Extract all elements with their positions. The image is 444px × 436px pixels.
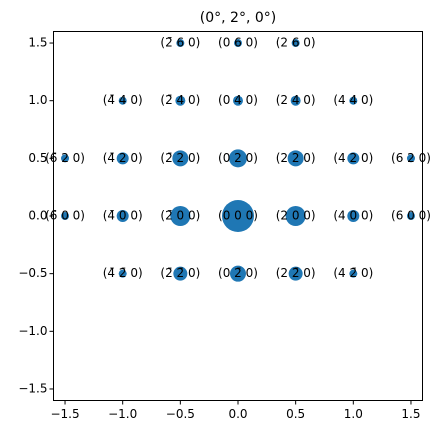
point-label: (4̄ 2̄ 0) bbox=[103, 266, 143, 280]
point bbox=[285, 206, 306, 226]
point bbox=[349, 269, 358, 278]
x-tick-label: −1.5 bbox=[50, 407, 79, 421]
point-label: (2̄ 2̄ 0) bbox=[160, 266, 200, 280]
y-tick-label: 0.0 bbox=[28, 209, 47, 223]
x-tick-label: 0.5 bbox=[286, 407, 305, 421]
y-tick-label: 1.0 bbox=[28, 93, 47, 107]
point-label: (2̄ 6 0) bbox=[160, 36, 200, 50]
x-tick-label: −0.5 bbox=[166, 407, 195, 421]
point-label: (0 2 0) bbox=[218, 151, 258, 165]
point bbox=[230, 265, 246, 282]
point-label: (4 2̄ 0) bbox=[333, 266, 373, 280]
point-label: (2 4 0) bbox=[276, 93, 316, 107]
point-label: (0 4 0) bbox=[218, 93, 258, 107]
y-tick-label: 0.5 bbox=[28, 151, 47, 165]
point-label: (2̄ 2 0) bbox=[160, 151, 200, 165]
point-label: (6̄ 2 0) bbox=[45, 151, 85, 165]
y-tick-label: 1.5 bbox=[28, 36, 47, 50]
point-label: (4̄ 4 0) bbox=[103, 93, 143, 107]
point-label: (6 0 0) bbox=[391, 209, 431, 223]
point bbox=[406, 154, 415, 163]
point bbox=[290, 95, 301, 106]
point bbox=[118, 269, 127, 278]
point bbox=[170, 206, 191, 226]
point bbox=[406, 212, 415, 220]
x-tick-label: 1.5 bbox=[401, 407, 420, 421]
point-label: (2 6 0) bbox=[276, 36, 316, 50]
y-tick-label: −1.0 bbox=[18, 324, 47, 338]
point-label: (4̄ 2 0) bbox=[103, 151, 143, 165]
point-label: (2 0 0) bbox=[276, 209, 316, 223]
y-tick-label: −0.5 bbox=[18, 266, 47, 280]
point bbox=[175, 95, 186, 106]
y-tick-label: −1.5 bbox=[18, 381, 47, 395]
point-label: (6̄ 0 0) bbox=[45, 209, 85, 223]
point bbox=[172, 150, 189, 167]
point bbox=[229, 149, 247, 168]
point bbox=[287, 150, 304, 167]
point bbox=[291, 39, 300, 48]
point-label: (2 2̄ 0) bbox=[276, 266, 316, 280]
point bbox=[234, 39, 242, 48]
point-label: (4 4 0) bbox=[333, 93, 373, 107]
x-tick-label: −1.0 bbox=[108, 407, 137, 421]
point-label: (0 6 0) bbox=[218, 36, 258, 50]
point bbox=[176, 39, 185, 48]
point bbox=[222, 200, 254, 232]
point bbox=[349, 96, 358, 105]
point-label: (4 0 0) bbox=[333, 209, 373, 223]
x-tick-label: 0.0 bbox=[228, 407, 247, 421]
point bbox=[347, 210, 360, 222]
point bbox=[116, 152, 129, 165]
point-label: (4̄ 0 0) bbox=[103, 209, 143, 223]
point bbox=[118, 96, 127, 105]
point bbox=[116, 210, 129, 222]
point-label: (0 2̄ 0) bbox=[218, 266, 258, 280]
point bbox=[173, 266, 188, 281]
point-label: (2 2 0) bbox=[276, 151, 316, 165]
point bbox=[233, 95, 243, 106]
point-label: (0 0 0) bbox=[218, 209, 258, 223]
point bbox=[61, 212, 70, 220]
point bbox=[61, 154, 70, 163]
point-label: (2̄ 0 0) bbox=[160, 209, 200, 223]
chart-title: (0°, 2°, 0°) bbox=[200, 10, 276, 26]
point-label: (2̄ 4 0) bbox=[160, 93, 200, 107]
point-label: (4 2 0) bbox=[333, 151, 373, 165]
point bbox=[347, 152, 360, 165]
x-tick-label: 1.0 bbox=[344, 407, 363, 421]
point-label: (6 2 0) bbox=[391, 151, 431, 165]
point bbox=[288, 266, 303, 281]
